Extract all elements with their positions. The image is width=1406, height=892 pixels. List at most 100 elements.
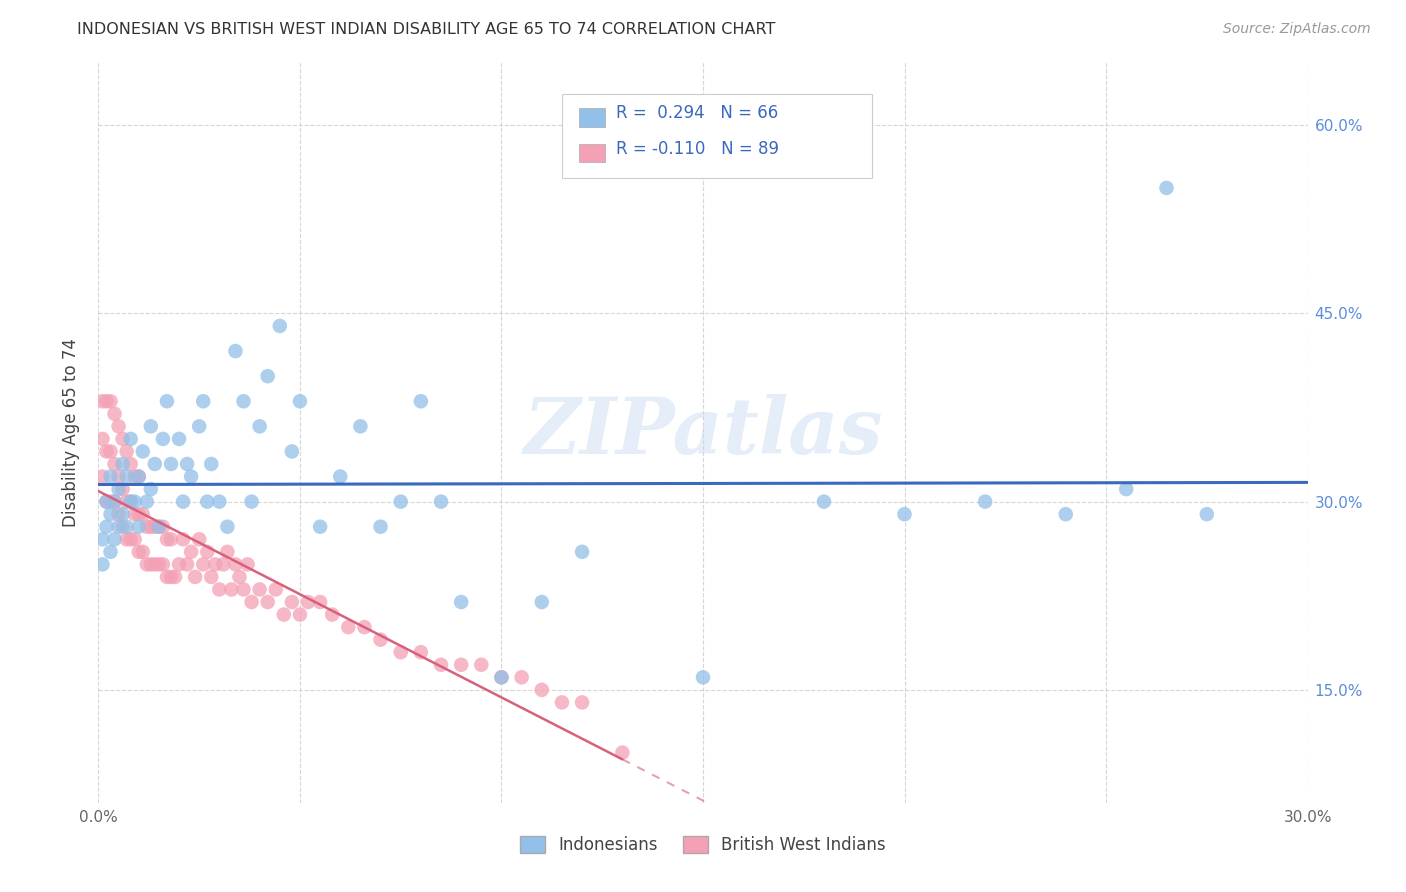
- Point: [120, 457, 142, 471]
- Point: [281, 595, 304, 609]
- Point: [337, 620, 360, 634]
- Point: [430, 494, 453, 508]
- Point: [329, 469, 352, 483]
- Point: [91, 394, 114, 409]
- Point: [430, 657, 453, 672]
- Point: [813, 494, 835, 508]
- Point: [163, 570, 186, 584]
- Point: [100, 545, 122, 559]
- Point: [100, 507, 122, 521]
- Point: [228, 570, 250, 584]
- Point: [115, 533, 138, 547]
- Point: [353, 620, 375, 634]
- Point: [103, 457, 125, 471]
- Point: [111, 507, 134, 521]
- Point: [111, 520, 134, 534]
- Point: [111, 482, 134, 496]
- Point: [167, 558, 190, 572]
- Point: [103, 494, 125, 508]
- Point: [139, 419, 162, 434]
- Point: [188, 419, 211, 434]
- Point: [128, 507, 150, 521]
- Point: [172, 494, 194, 508]
- Text: R = -0.110   N = 89: R = -0.110 N = 89: [616, 140, 779, 158]
- Point: [571, 695, 593, 709]
- Point: [139, 558, 162, 572]
- Point: [156, 394, 179, 409]
- Point: [96, 394, 118, 409]
- Point: [409, 394, 432, 409]
- Point: [111, 432, 134, 446]
- Point: [148, 520, 170, 534]
- Point: [143, 520, 166, 534]
- Point: [91, 533, 114, 547]
- Point: [91, 432, 114, 446]
- Point: [143, 457, 166, 471]
- Point: [100, 469, 122, 483]
- Point: [974, 494, 997, 508]
- Point: [1115, 482, 1137, 496]
- Point: [281, 444, 304, 458]
- Point: [107, 507, 129, 521]
- Point: [103, 533, 125, 547]
- Point: [115, 444, 138, 458]
- Point: [124, 533, 146, 547]
- Point: [692, 670, 714, 684]
- Point: [208, 494, 231, 508]
- Point: [571, 545, 593, 559]
- Point: [91, 558, 114, 572]
- Point: [135, 558, 157, 572]
- Point: [128, 469, 150, 483]
- Point: [450, 595, 472, 609]
- Point: [256, 595, 278, 609]
- Point: [96, 494, 118, 508]
- Point: [103, 407, 125, 421]
- Point: [132, 545, 155, 559]
- Point: [551, 695, 574, 709]
- Point: [217, 545, 239, 559]
- Point: [135, 520, 157, 534]
- Point: [309, 520, 332, 534]
- Point: [349, 419, 371, 434]
- Point: [180, 545, 202, 559]
- Point: [450, 657, 472, 672]
- Point: [224, 344, 246, 359]
- Point: [148, 520, 170, 534]
- Point: [128, 469, 150, 483]
- Point: [240, 494, 263, 508]
- Point: [297, 595, 319, 609]
- Point: [370, 520, 392, 534]
- Point: [160, 570, 183, 584]
- Point: [273, 607, 295, 622]
- Point: [321, 607, 343, 622]
- Point: [269, 318, 291, 333]
- Point: [167, 432, 190, 446]
- Point: [195, 545, 218, 559]
- Point: [120, 494, 142, 508]
- Legend: Indonesians, British West Indians: Indonesians, British West Indians: [513, 830, 893, 861]
- Point: [100, 394, 122, 409]
- Point: [370, 632, 392, 647]
- Point: [249, 419, 271, 434]
- Text: Source: ZipAtlas.com: Source: ZipAtlas.com: [1223, 22, 1371, 37]
- Point: [103, 494, 125, 508]
- Point: [91, 469, 114, 483]
- Point: [115, 494, 138, 508]
- Point: [409, 645, 432, 659]
- Point: [193, 394, 215, 409]
- Point: [612, 746, 634, 760]
- Point: [120, 533, 142, 547]
- Point: [172, 533, 194, 547]
- Point: [115, 520, 138, 534]
- Point: [232, 582, 254, 597]
- Point: [470, 657, 492, 672]
- Point: [208, 582, 231, 597]
- Point: [1156, 181, 1178, 195]
- Point: [124, 469, 146, 483]
- Point: [107, 482, 129, 496]
- Point: [135, 494, 157, 508]
- Point: [491, 670, 513, 684]
- Point: [96, 520, 118, 534]
- Point: [893, 507, 915, 521]
- Point: [236, 558, 259, 572]
